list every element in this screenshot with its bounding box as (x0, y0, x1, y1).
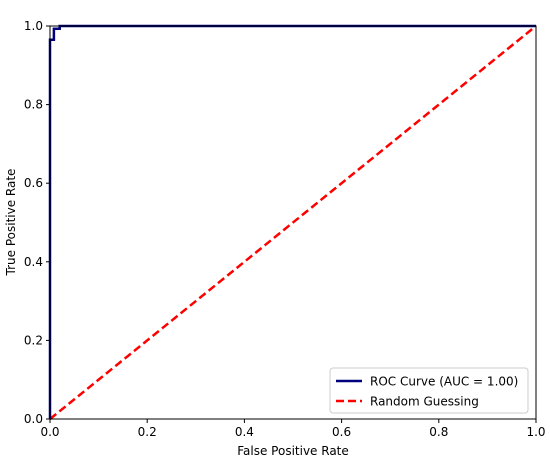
y-tick-label: 0.2 (24, 333, 43, 347)
series-line-random-guessing (49, 25, 537, 420)
x-tick-label: 0.6 (332, 425, 351, 439)
series-group (48, 24, 537, 420)
y-tick-label: 0.0 (24, 412, 43, 426)
legend-label-random-guessing: Random Guessing (370, 395, 479, 409)
x-tick-label: 1.0 (526, 425, 545, 439)
legend-label-roc-curve: ROC Curve (AUC = 1.00) (370, 375, 518, 389)
x-tick-label: 0.2 (138, 425, 157, 439)
y-tick-label: 0.8 (24, 98, 43, 112)
y-axis-ticks: 0.0 0.2 0.4 0.6 0.8 1.0 (24, 19, 50, 426)
y-tick-label: 1.0 (24, 19, 43, 33)
x-tick-label: 0.8 (429, 425, 448, 439)
plot-frame (49, 25, 537, 420)
y-tick-label: 0.6 (24, 176, 43, 190)
x-tick-label: 0.4 (235, 425, 254, 439)
x-axis-label: False Positive Rate (237, 444, 349, 458)
x-axis-ticks: 0.0 0.2 0.4 0.6 0.8 1.0 (40, 419, 546, 439)
y-tick-label: 0.4 (24, 255, 43, 269)
legend-frame (329, 367, 529, 414)
y-axis-label: True Positive Rate (4, 169, 18, 277)
x-tick-label: 0.0 (40, 425, 59, 439)
legend: ROC Curve (AUC = 1.00) Random Guessing (329, 367, 529, 414)
